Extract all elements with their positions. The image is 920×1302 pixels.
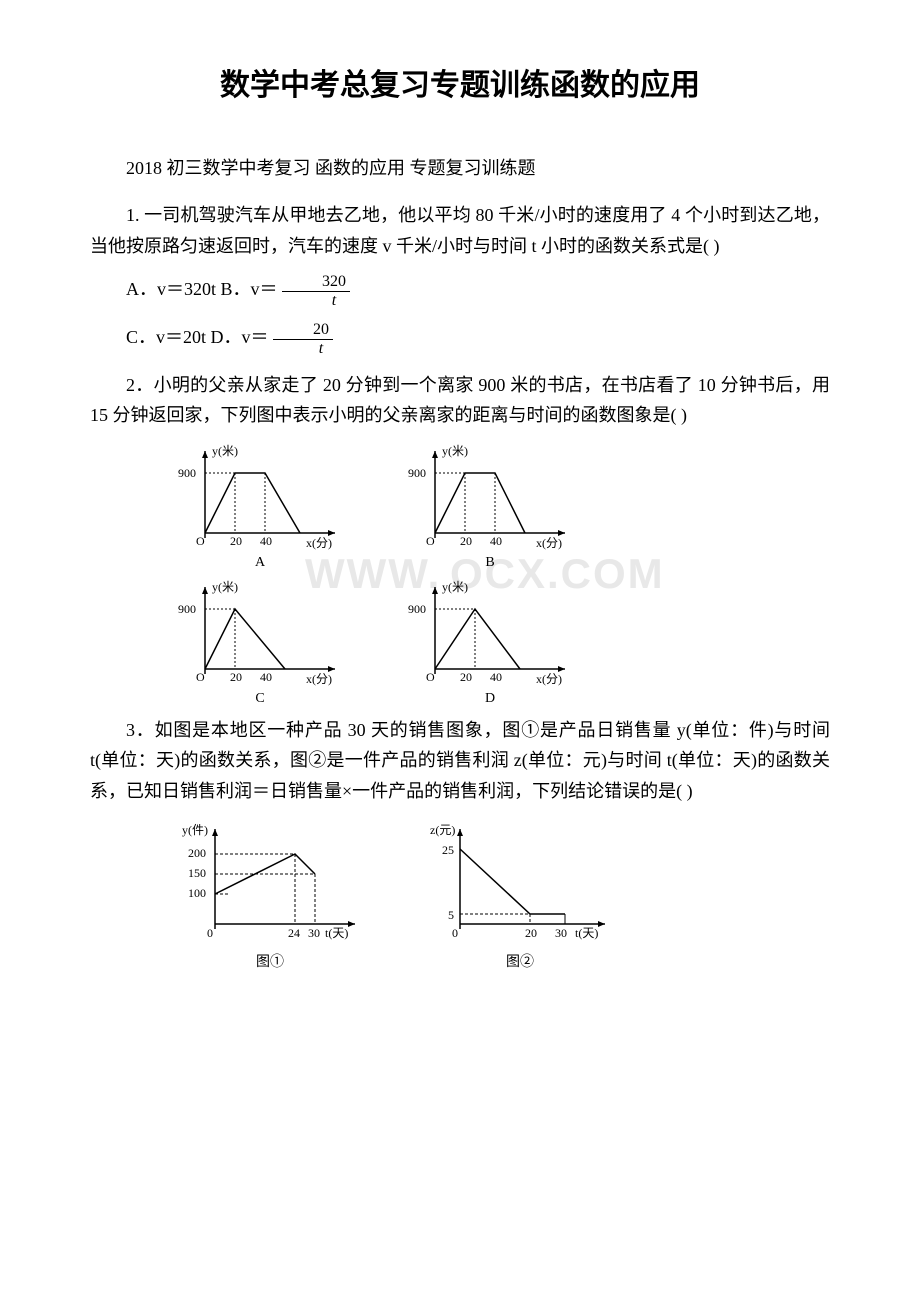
q1-opt-d-den: t bbox=[273, 340, 333, 358]
q3-graphs-row: y(件) t(天) 200 150 100 0 24 30 图① bbox=[170, 819, 830, 971]
svg-text:x(分): x(分) bbox=[306, 672, 332, 686]
svg-text:24: 24 bbox=[288, 926, 300, 940]
svg-text:y(件): y(件) bbox=[182, 823, 208, 837]
svg-text:t(天): t(天) bbox=[325, 926, 348, 940]
q2-graph-d-svg: y(米) x(分) 900 O 20 40 bbox=[400, 579, 580, 689]
q2-graphs-row1: y(米) x(分) 900 O 20 40 A y(米) x(分) bbox=[170, 443, 830, 571]
svg-text:y(米): y(米) bbox=[212, 580, 238, 594]
q2-graph-b-svg: y(米) x(分) 900 O 20 40 bbox=[400, 443, 580, 553]
svg-text:y(米): y(米) bbox=[442, 580, 468, 594]
svg-text:0: 0 bbox=[207, 926, 213, 940]
svg-text:20: 20 bbox=[460, 670, 472, 684]
svg-text:0: 0 bbox=[452, 926, 458, 940]
svg-text:y(米): y(米) bbox=[442, 444, 468, 458]
q2-label-c: C bbox=[170, 691, 350, 707]
svg-text:x(分): x(分) bbox=[536, 672, 562, 686]
q2-label-b: B bbox=[400, 555, 580, 571]
q2-graph-a: y(米) x(分) 900 O 20 40 A bbox=[170, 443, 350, 571]
q2-graphs-row2: y(米) x(分) 900 O 20 40 C y(米) x(分) 900 bbox=[170, 579, 830, 707]
q1-opt-b-den: t bbox=[282, 292, 350, 310]
svg-text:20: 20 bbox=[230, 534, 242, 548]
svg-text:40: 40 bbox=[490, 670, 502, 684]
svg-text:25: 25 bbox=[442, 843, 454, 857]
svg-text:20: 20 bbox=[460, 534, 472, 548]
svg-text:20: 20 bbox=[230, 670, 242, 684]
svg-text:40: 40 bbox=[260, 534, 272, 548]
svg-text:5: 5 bbox=[448, 908, 454, 922]
question-3-text: 3．如图是本地区一种产品 30 天的销售图象，图①是产品日销售量 y(单位：件)… bbox=[90, 715, 830, 807]
svg-text:30: 30 bbox=[308, 926, 320, 940]
question-2-text: 2．小明的父亲从家走了 20 分钟到一个离家 900 米的书店，在书店看了 10… bbox=[90, 370, 830, 431]
svg-text:900: 900 bbox=[178, 466, 196, 480]
page-title: 数学中考总复习专题训练函数的应用 bbox=[90, 60, 830, 104]
q3-caption-2: 图② bbox=[420, 951, 620, 971]
question-1-options-cd: C．v＝20t D．v＝ 20 t bbox=[90, 321, 830, 357]
q2-label-a: A bbox=[170, 555, 350, 571]
svg-text:x(分): x(分) bbox=[306, 536, 332, 550]
svg-text:100: 100 bbox=[188, 886, 206, 900]
q3-graph-2: z(元) t(天) 25 5 0 20 30 图② bbox=[420, 819, 620, 971]
svg-text:150: 150 bbox=[188, 866, 206, 880]
svg-text:900: 900 bbox=[178, 602, 196, 616]
q1-opt-d-prefix: D．v＝ bbox=[211, 328, 269, 348]
document-content: 数学中考总复习专题训练函数的应用 2018 初三数学中考复习 函数的应用 专题复… bbox=[90, 60, 830, 971]
svg-text:O: O bbox=[196, 534, 205, 548]
q1-opt-b-num: 320 bbox=[282, 273, 350, 292]
q1-opt-b-prefix: B．v＝ bbox=[221, 279, 278, 299]
q1-opt-b-fraction: 320 t bbox=[282, 273, 350, 309]
svg-text:O: O bbox=[426, 534, 435, 548]
svg-text:t(天): t(天) bbox=[575, 926, 598, 940]
q2-label-d: D bbox=[400, 691, 580, 707]
q3-graph-1: y(件) t(天) 200 150 100 0 24 30 图① bbox=[170, 819, 370, 971]
svg-text:O: O bbox=[196, 670, 205, 684]
svg-text:x(分): x(分) bbox=[536, 536, 562, 550]
svg-text:30: 30 bbox=[555, 926, 567, 940]
q1-opt-d-fraction: 20 t bbox=[273, 321, 333, 357]
q2-graph-b: y(米) x(分) 900 O 20 40 B bbox=[400, 443, 580, 571]
q3-graph-1-svg: y(件) t(天) 200 150 100 0 24 30 bbox=[170, 819, 370, 949]
q2-graph-d: y(米) x(分) 900 O 20 40 D bbox=[400, 579, 580, 707]
q3-caption-1: 图① bbox=[170, 951, 370, 971]
svg-text:40: 40 bbox=[260, 670, 272, 684]
svg-text:z(元): z(元) bbox=[430, 823, 455, 837]
question-1-options-ab: A．v＝320t B．v＝ 320 t bbox=[90, 273, 830, 309]
q2-graph-c-svg: y(米) x(分) 900 O 20 40 bbox=[170, 579, 350, 689]
svg-text:900: 900 bbox=[408, 602, 426, 616]
q1-opt-a: A．v＝320t bbox=[126, 279, 216, 299]
svg-text:y(米): y(米) bbox=[212, 444, 238, 458]
svg-text:40: 40 bbox=[490, 534, 502, 548]
svg-text:200: 200 bbox=[188, 846, 206, 860]
q1-opt-d-num: 20 bbox=[273, 321, 333, 340]
q2-graph-a-svg: y(米) x(分) 900 O 20 40 bbox=[170, 443, 350, 553]
svg-text:900: 900 bbox=[408, 466, 426, 480]
question-1-text: 1. 一司机驾驶汽车从甲地去乙地，他以平均 80 千米/小时的速度用了 4 个小… bbox=[90, 200, 830, 261]
svg-text:O: O bbox=[426, 670, 435, 684]
q1-opt-c: C．v＝20t bbox=[126, 328, 206, 348]
subtitle: 2018 初三数学中考复习 函数的应用 专题复习训练题 bbox=[90, 154, 830, 180]
q2-graph-c: y(米) x(分) 900 O 20 40 C bbox=[170, 579, 350, 707]
svg-text:20: 20 bbox=[525, 926, 537, 940]
q3-graph-2-svg: z(元) t(天) 25 5 0 20 30 bbox=[420, 819, 620, 949]
